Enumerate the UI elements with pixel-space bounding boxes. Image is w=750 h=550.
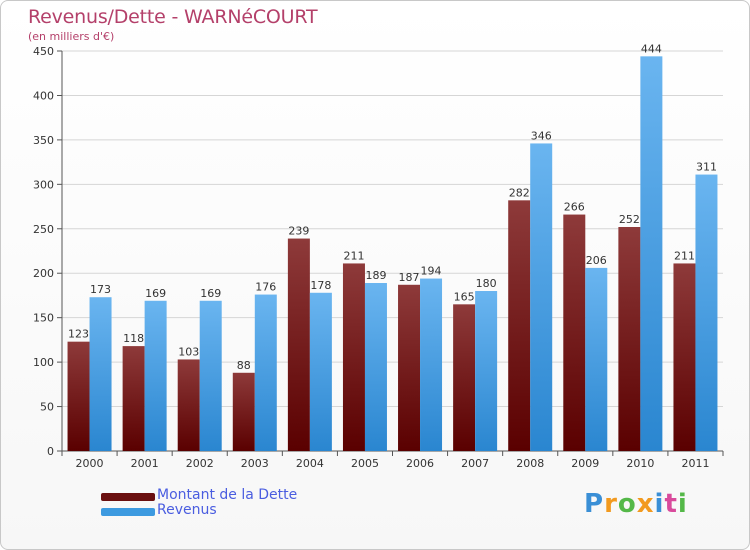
bar-revenue — [364, 283, 387, 451]
bar-debt — [673, 263, 696, 451]
bar-debt — [67, 341, 90, 451]
data-label-debt: 165 — [454, 290, 475, 303]
bar-debt — [177, 359, 200, 451]
bar-debt — [342, 263, 365, 451]
data-label-revenue: 194 — [421, 265, 442, 278]
bar-revenue — [309, 292, 332, 451]
x-tick-label: 2010 — [626, 457, 654, 470]
bar-debt — [453, 304, 476, 451]
y-tick-label: 50 — [40, 401, 54, 414]
data-label-debt: 187 — [399, 271, 420, 284]
x-tick-label: 2011 — [681, 457, 709, 470]
legend-swatch-debt — [101, 493, 155, 501]
legend-swatch-revenue — [101, 508, 155, 516]
data-label-revenue: 206 — [586, 254, 607, 267]
logo-letter: i — [677, 489, 688, 519]
data-label-revenue: 346 — [531, 129, 552, 142]
bar-revenue — [199, 300, 222, 451]
data-label-debt: 88 — [237, 359, 251, 372]
data-label-revenue: 169 — [200, 287, 221, 300]
x-tick-label: 2009 — [571, 457, 599, 470]
data-label-debt: 123 — [68, 328, 89, 341]
y-tick-label: 400 — [33, 89, 54, 102]
x-tick-label: 2008 — [516, 457, 544, 470]
x-tick-label: 2004 — [296, 457, 324, 470]
logo-letter: i — [654, 489, 665, 519]
data-label-revenue: 169 — [145, 287, 166, 300]
legend-label-debt: Montant de la Dette — [157, 487, 298, 503]
y-tick-label: 200 — [33, 267, 54, 280]
x-tick-label: 2000 — [76, 457, 104, 470]
data-label-debt: 252 — [619, 213, 640, 226]
logo-letter: t — [664, 489, 678, 519]
bar-revenue — [144, 300, 167, 451]
bar-revenue — [695, 174, 718, 452]
logo-letter: P — [584, 489, 605, 519]
bar-debt — [232, 372, 255, 451]
data-label-revenue: 311 — [696, 161, 717, 174]
data-label-revenue: 189 — [365, 269, 386, 282]
bar-revenue — [89, 297, 112, 451]
data-label-debt: 211 — [674, 249, 695, 262]
bar-debt — [398, 284, 421, 451]
x-tick-label: 2007 — [461, 457, 489, 470]
data-label-debt: 282 — [509, 186, 530, 199]
y-tick-label: 450 — [33, 45, 54, 58]
bar-debt — [122, 346, 145, 451]
logo-letter: x — [636, 489, 655, 519]
chart-title: Revenus/Dette - WARNéCOURT — [28, 6, 318, 28]
proxiti-logo: Proxiti — [584, 489, 688, 519]
bar-revenue — [420, 278, 443, 451]
bar-revenue — [475, 291, 498, 451]
bar-debt — [618, 227, 641, 451]
data-label-revenue: 176 — [255, 281, 276, 294]
bar-revenue — [585, 267, 608, 451]
bar-debt — [563, 214, 586, 451]
y-tick-label: 0 — [47, 445, 54, 458]
data-label-revenue: 180 — [476, 277, 497, 290]
x-tick-label: 2001 — [131, 457, 159, 470]
data-label-debt: 103 — [178, 345, 199, 358]
bar-revenue — [530, 143, 553, 451]
data-label-debt: 118 — [123, 332, 144, 345]
data-label-debt: 239 — [288, 225, 309, 238]
bar-revenue — [254, 294, 277, 451]
data-label-revenue: 444 — [641, 42, 662, 55]
y-tick-label: 350 — [33, 134, 54, 147]
bar-debt — [508, 200, 531, 451]
data-label-debt: 266 — [564, 201, 585, 214]
y-tick-label: 300 — [33, 178, 54, 191]
x-tick-label: 2005 — [351, 457, 379, 470]
bar-revenue — [640, 56, 663, 451]
y-tick-label: 100 — [33, 356, 54, 369]
x-tick-label: 2006 — [406, 457, 434, 470]
data-label-revenue: 173 — [90, 283, 111, 296]
legend-label-revenue: Revenus — [157, 502, 217, 518]
data-label-revenue: 178 — [310, 279, 331, 292]
bar-debt — [287, 238, 310, 451]
y-tick-label: 150 — [33, 312, 54, 325]
x-tick-label: 2002 — [186, 457, 214, 470]
logo-letter: r — [604, 489, 618, 519]
chart-subtitle: (en milliers d'€) — [28, 30, 115, 43]
y-tick-label: 250 — [33, 223, 54, 236]
data-label-debt: 211 — [343, 249, 364, 262]
logo-letter: o — [617, 489, 637, 519]
x-tick-label: 2003 — [241, 457, 269, 470]
